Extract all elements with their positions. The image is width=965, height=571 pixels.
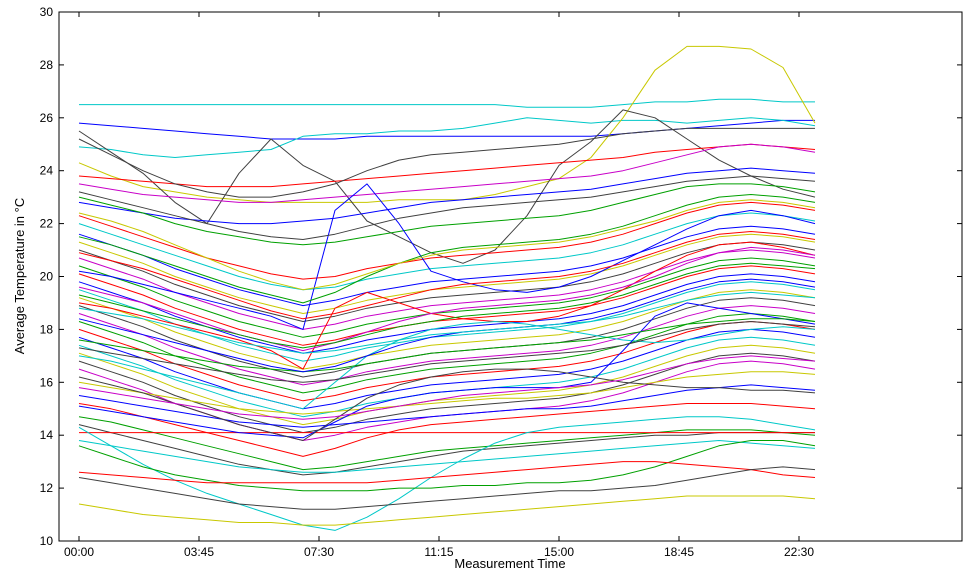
series-line-16 [78,257,816,338]
series-line-48 [78,246,816,352]
series-line-2 [78,117,816,158]
series-line-41 [78,440,816,473]
series-line-23 [78,313,816,394]
series-line-46 [78,495,816,526]
series-line-39 [78,424,815,476]
series-line-50 [78,368,816,441]
y-tick-label: 14 [40,428,54,442]
x-axis: 00:00 03:45 07:30 11:15 15:00 18:45 22:30 [64,12,814,559]
y-axis: 10 12 14 16 18 20 22 24 26 28 30 [40,5,962,548]
x-tick-label: 00:00 [64,545,94,559]
series-line-44 [78,461,816,484]
series-line-45 [78,466,816,510]
series-line-7 [78,143,816,203]
series-line-9 [78,183,816,246]
series-line-15 [78,249,816,330]
series-line-34 [78,321,816,410]
series-line-0 [79,98,815,108]
y-tick-label: 20 [40,270,54,284]
series-line-12 [78,225,816,307]
series-line-52 [78,278,816,373]
y-tick-label: 18 [40,322,54,336]
series-line-54 [78,291,816,354]
series-line-38 [78,416,816,471]
y-tick-label: 24 [40,164,54,178]
series-line-53 [78,231,816,320]
series-line-36 [78,384,816,428]
series-line-14 [78,241,816,322]
series-line-37 [78,403,816,457]
x-tick-label: 11:15 [424,545,453,559]
series-line-13 [78,233,816,314]
y-axis-label: Average Temperature in °C [12,198,27,354]
y-tick-label: 16 [40,375,54,389]
x-tick-label: 15:00 [544,545,574,559]
x-tick-label: 18:45 [664,545,694,559]
plot-background [59,12,962,541]
x-axis-label: Measurement Time [454,556,565,571]
series-line-42 [78,416,816,531]
series-line-49 [78,318,816,373]
series-line-27 [78,344,816,426]
y-tick-label: 26 [40,111,54,125]
series-line-47 [78,302,816,439]
series-group [78,45,816,531]
y-tick-label: 30 [40,5,54,19]
series-line-56 [78,262,816,349]
series-line-51 [78,199,816,291]
series-line-31 [78,241,816,370]
series-line-6 [78,127,815,198]
x-tick-label: 03:45 [184,545,214,559]
x-tick-label: 22:30 [784,545,814,559]
series-line-32 [78,194,816,304]
series-line-22 [78,305,816,386]
series-line-8 [78,167,816,225]
series-line-33 [78,175,816,240]
series-line-3 [78,45,816,203]
series-line-57 [78,321,816,383]
y-tick-label: 28 [40,58,54,72]
y-tick-label: 22 [40,217,54,231]
y-tick-label: 12 [40,481,54,495]
series-line-30 [78,183,816,330]
y-tick-label: 10 [40,534,54,548]
series-line-35 [78,371,816,415]
series-line-55 [78,355,816,420]
series-line-17 [78,265,816,346]
series-line-5 [78,143,816,188]
series-line-11 [78,212,816,291]
x-tick-label: 07:30 [304,545,334,559]
series-line-43 [78,440,816,492]
series-line-24 [78,321,816,402]
